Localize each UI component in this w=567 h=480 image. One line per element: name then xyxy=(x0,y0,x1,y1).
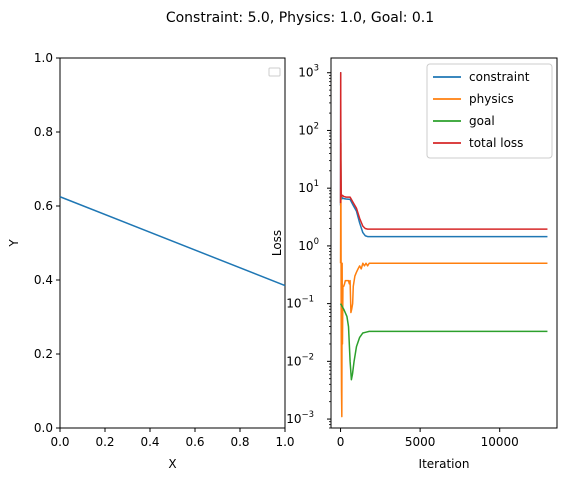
left-y-tick-label: 0.4 xyxy=(34,273,53,287)
left-x-tick-label: 0.8 xyxy=(230,435,249,449)
left-empty-legend xyxy=(269,68,280,76)
right-y-axis-label: Loss xyxy=(270,230,284,256)
legend-entry-label: total loss xyxy=(469,136,523,150)
left-x-axis-label: X xyxy=(168,457,176,471)
left-y-tick-label: 1.0 xyxy=(34,51,53,65)
left-y-tick-label: 0.8 xyxy=(34,125,53,139)
right-x-axis-label: Iteration xyxy=(419,457,470,471)
right-legend: constraint physics goal total loss xyxy=(427,64,552,158)
left-y-tick-label: 0.6 xyxy=(34,199,53,213)
right-x-tick-label: 10000 xyxy=(481,435,519,449)
left-x-tick-label: 0.0 xyxy=(50,435,69,449)
left-y-tick-label: 0.0 xyxy=(34,421,53,435)
left-x-tick-label: 0.6 xyxy=(185,435,204,449)
left-x-tick-label: 1.0 xyxy=(275,435,294,449)
right-x-tick-label: 0 xyxy=(337,435,345,449)
legend-entry-label: physics xyxy=(469,92,514,106)
left-y-tick-label: 0.2 xyxy=(34,347,53,361)
left-x-tick-label: 0.4 xyxy=(140,435,159,449)
legend-entry-label: constraint xyxy=(469,70,530,84)
left-y-axis-label: Y xyxy=(7,239,21,248)
left-x-tick-label: 0.2 xyxy=(95,435,114,449)
right-x-tick-label: 5000 xyxy=(405,435,436,449)
figure-suptitle: Constraint: 5.0, Physics: 1.0, Goal: 0.1 xyxy=(166,10,434,26)
legend-entry-label: goal xyxy=(469,114,495,128)
